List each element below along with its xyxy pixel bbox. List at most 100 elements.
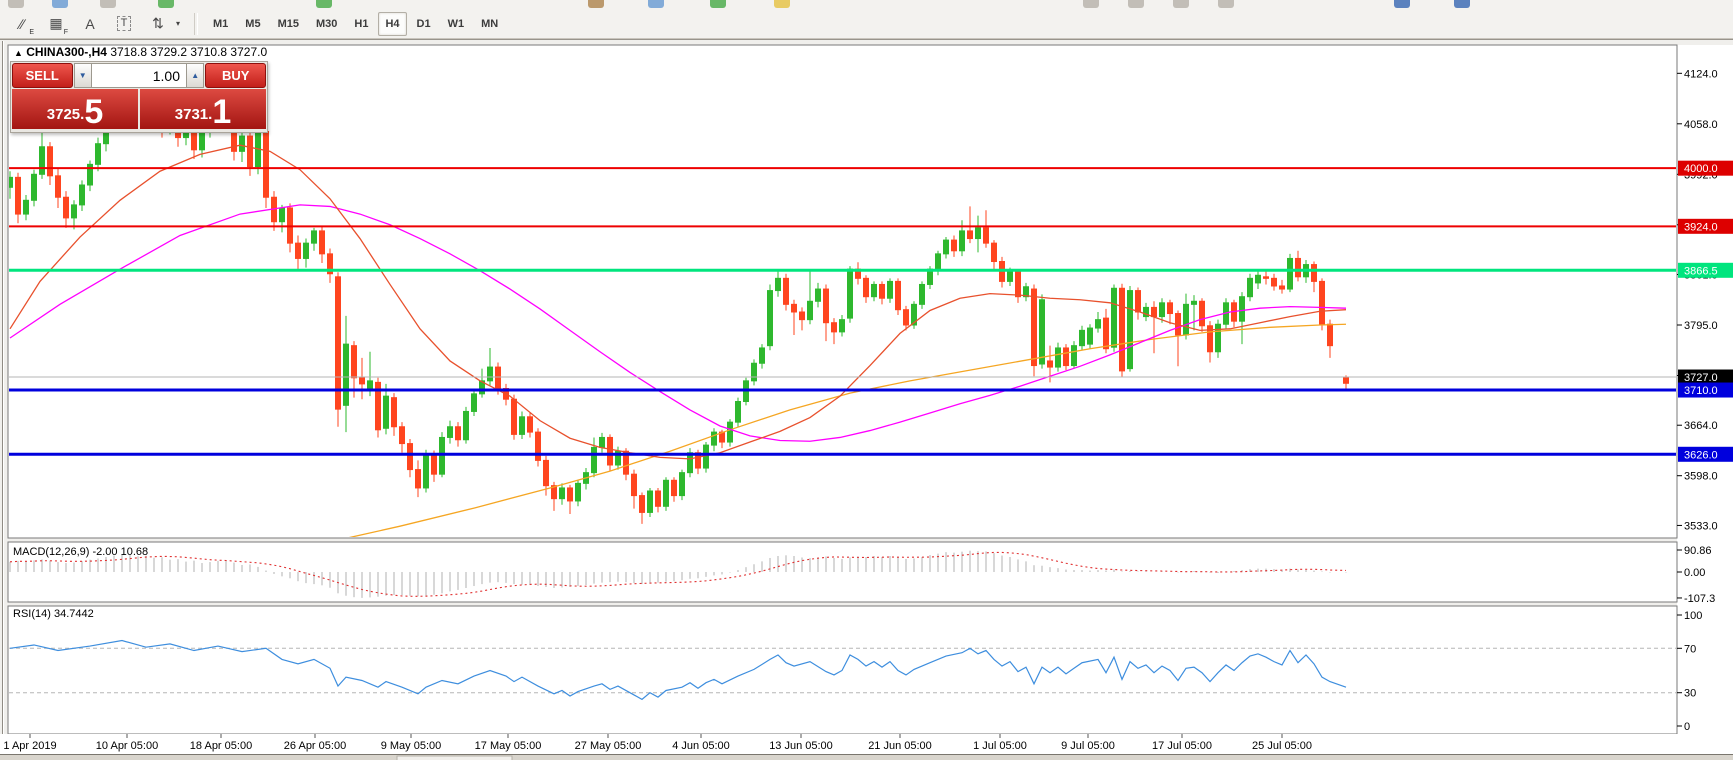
time-label: 13 Jun 05:00 [769, 740, 833, 752]
timeframe-button-h4[interactable]: H4 [378, 11, 407, 36]
toolbar-icon[interactable] [1218, 0, 1234, 8]
sell-button[interactable]: SELL [12, 63, 73, 88]
collapse-marker-icon[interactable]: ▲ [14, 48, 23, 58]
text-icon[interactable]: A [85, 15, 95, 32]
price-label-box [1678, 262, 1733, 278]
candle-body [975, 227, 981, 240]
candle-body [311, 230, 317, 244]
candle-body [1247, 277, 1253, 298]
timeframe-button-mn[interactable]: MN [481, 17, 499, 30]
timeframe-button-w1[interactable]: W1 [447, 17, 465, 30]
toolbar-icon[interactable] [710, 0, 726, 8]
timeframe-button-m1[interactable]: M1 [213, 17, 229, 30]
candle-body [447, 426, 453, 438]
candle-body [263, 130, 269, 198]
toolbar-icon[interactable] [588, 0, 604, 8]
toolbar-icon[interactable] [1454, 0, 1470, 8]
candle-body [791, 303, 797, 313]
candle-body [1071, 345, 1077, 367]
timeframe-button-h1[interactable]: H1 [354, 17, 369, 30]
toolbar-icon[interactable] [100, 0, 116, 8]
candle-body [575, 482, 581, 502]
candle-body [95, 143, 101, 165]
chart-canvas[interactable]: 4124.04058.03992.03926.03861.03795.03729… [0, 40, 1733, 760]
buy-button[interactable]: BUY [205, 63, 266, 88]
toolbar-icon[interactable] [8, 0, 24, 8]
buy-price-display[interactable]: 3731 . 1 [140, 89, 266, 129]
time-label: 9 Jul 05:00 [1061, 740, 1115, 752]
toolbar-icon[interactable] [648, 0, 664, 8]
timeframe-button-m5[interactable]: M5 [245, 17, 261, 30]
timeframe-button-d1[interactable]: D1 [416, 17, 431, 30]
price-label-3727.0: 3727.0 [1684, 372, 1718, 384]
candle-body [1111, 287, 1117, 348]
candle-body [1287, 257, 1293, 290]
timeframe-button-m15[interactable]: M15 [277, 17, 299, 30]
fibonacci-grid-icon[interactable]: ▦ F [49, 15, 68, 36]
toolbar-icon[interactable] [1128, 0, 1144, 8]
candle-body [799, 311, 805, 321]
volume-increase-button[interactable]: ▲ [186, 63, 205, 88]
candle-body [839, 319, 845, 333]
candle-body [71, 204, 77, 219]
candle-body [431, 454, 437, 475]
bottom-strip-tab[interactable] [396, 755, 513, 760]
candle-body [487, 366, 493, 382]
price-label-3924.0: 3924.0 [1684, 221, 1718, 233]
arrows-dropdown-caret[interactable]: ▾ [176, 19, 181, 28]
toolbar-icon[interactable] [1394, 0, 1410, 8]
candle-body [527, 416, 533, 433]
price-label-box [1678, 382, 1733, 398]
candle-body [663, 479, 669, 507]
candle-body [375, 381, 381, 431]
candle-body [671, 479, 677, 497]
candle-body [831, 322, 837, 333]
main-pane[interactable] [7, 44, 1678, 539]
text-label-icon[interactable]: T [110, 12, 138, 36]
price-label-3626.0: 3626.0 [1684, 449, 1718, 461]
candle-body [1143, 306, 1149, 318]
candle-body [727, 421, 733, 443]
candle-body [687, 452, 693, 474]
toolbar-icon[interactable] [1173, 0, 1189, 8]
candle-body [415, 469, 421, 489]
candle-body [1255, 274, 1261, 284]
candle-body [47, 146, 53, 177]
candle-body [847, 268, 853, 319]
macd-indicator-label: MACD(12,26,9) -2.00 10.68 [13, 546, 149, 558]
toolbar-icon[interactable] [1083, 0, 1099, 8]
candle-body [9, 176, 13, 188]
candle-body [943, 239, 949, 255]
candle-body [15, 176, 21, 215]
candle-body [1183, 303, 1189, 336]
time-label: 18 Apr 05:00 [190, 740, 252, 752]
candle-body [551, 485, 557, 500]
volume-decrease-button[interactable]: ▼ [73, 63, 92, 88]
macd-signal-line [9, 551, 1347, 597]
candle-body [807, 300, 813, 321]
rsi-tick-label: 0 [1684, 721, 1690, 733]
arrows-icon[interactable]: ⇅ [152, 15, 164, 31]
sell-price-display[interactable]: 3725 . 5 [12, 89, 138, 129]
candle-body [279, 207, 285, 223]
candle-body [679, 472, 685, 497]
timeframe-button-m30[interactable]: M30 [315, 17, 338, 30]
candle-body [1063, 347, 1069, 367]
equidistant-channel-icon[interactable]: ∕∕ E [19, 15, 34, 36]
toolbar-icon[interactable] [158, 0, 174, 8]
volume-input[interactable] [92, 63, 186, 88]
toolbar-icon[interactable] [316, 0, 332, 8]
candle-body [783, 277, 789, 305]
candle-body [359, 377, 365, 385]
candle-body [935, 253, 941, 270]
chart-window[interactable]: 4124.04058.03992.03926.03861.03795.03729… [0, 39, 1733, 760]
candle-body [479, 380, 485, 395]
candle-body [1207, 325, 1213, 353]
time-label: 25 Jul 05:00 [1252, 740, 1312, 752]
price-label-4000.0: 4000.0 [1684, 163, 1718, 175]
time-label: 27 May 05:00 [575, 740, 642, 752]
toolbar-icon[interactable] [774, 0, 790, 8]
candle-body [647, 490, 653, 513]
toolbar-icon[interactable] [52, 0, 68, 8]
ma-slow-line [9, 204, 1347, 442]
